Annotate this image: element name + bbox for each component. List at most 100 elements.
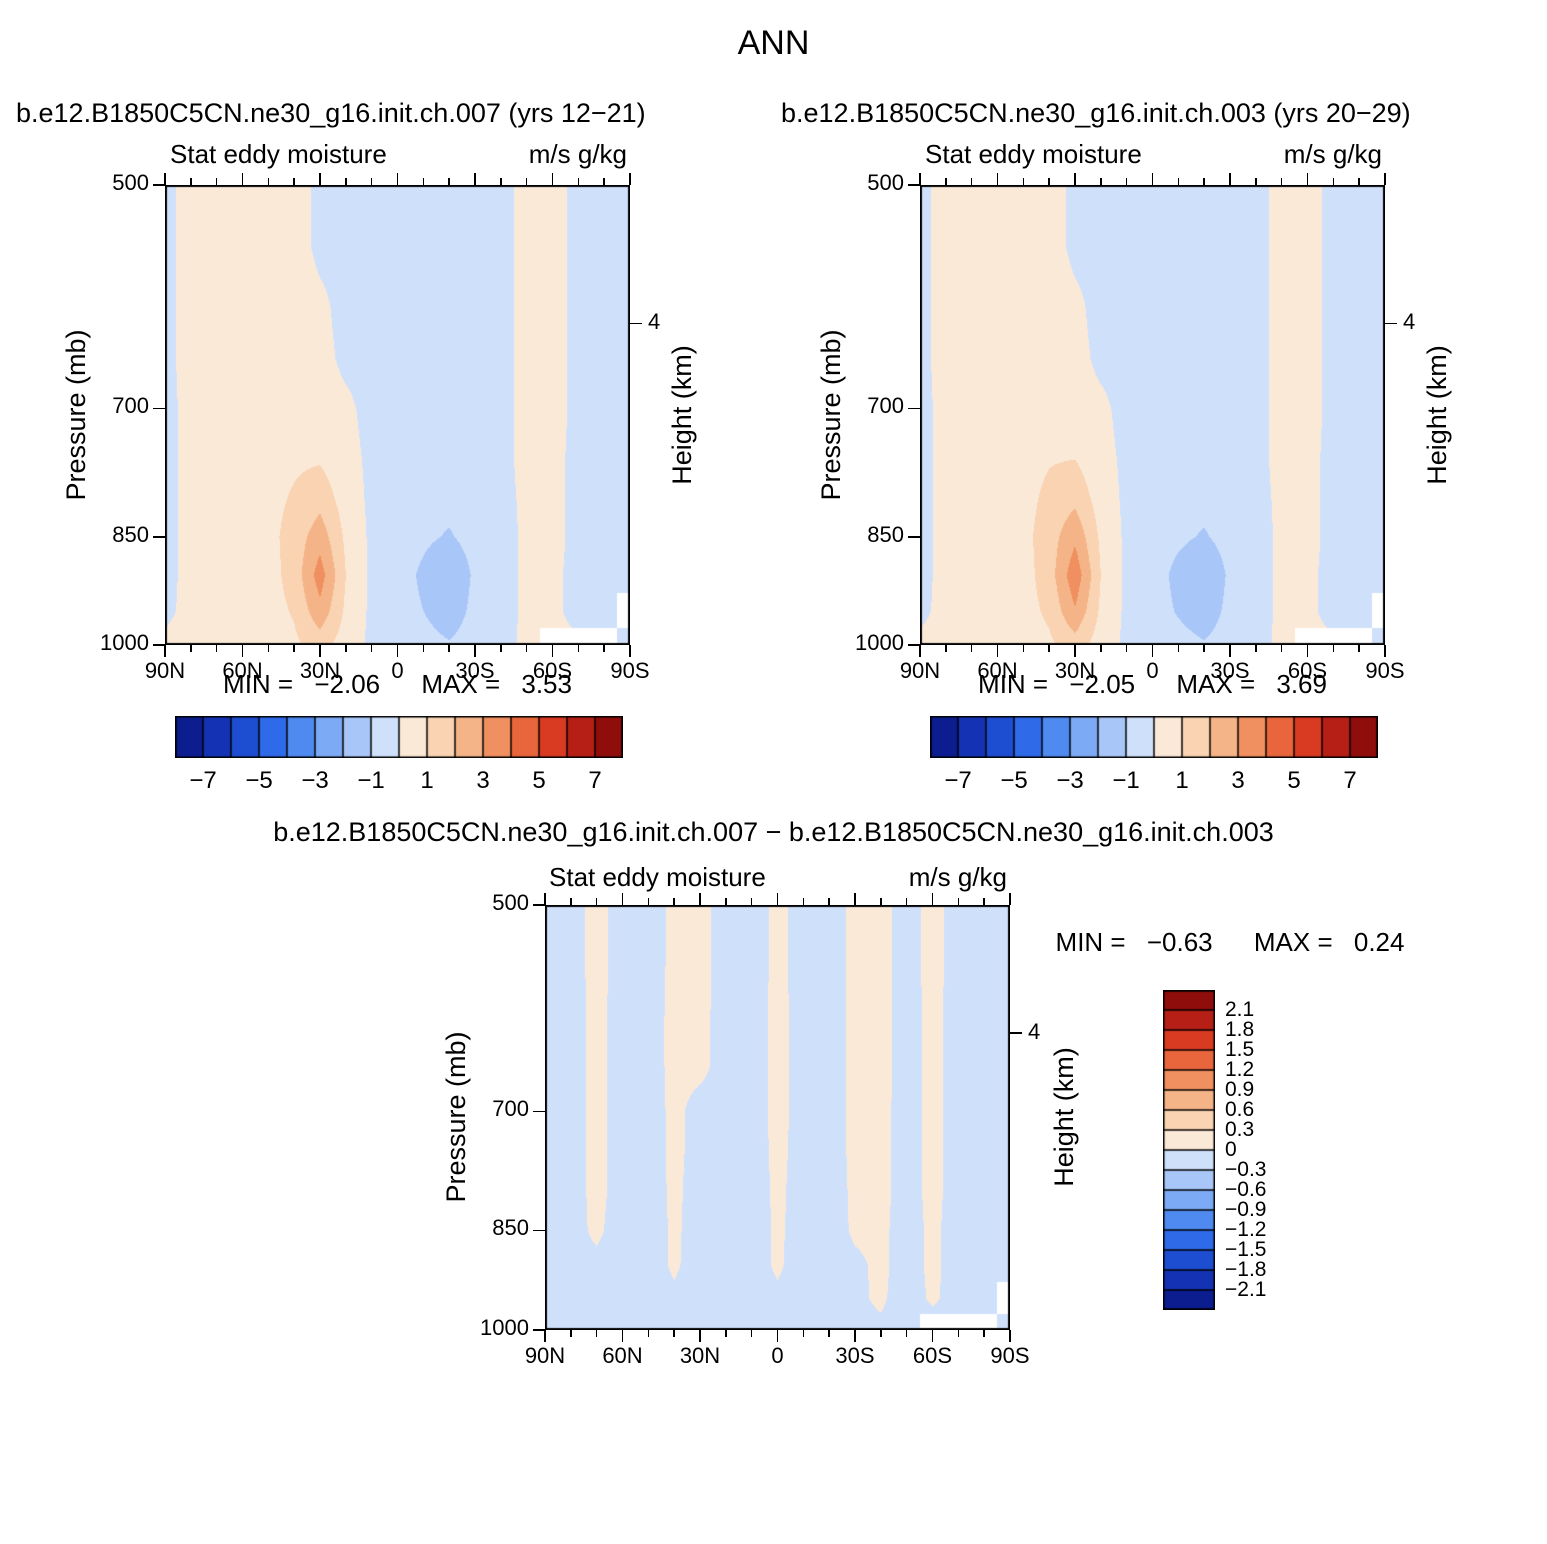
tick-mark bbox=[621, 893, 624, 905]
tick-mark bbox=[1125, 178, 1128, 185]
colorbar-label: 7 bbox=[1343, 767, 1357, 794]
colorbar-label: −7 bbox=[944, 767, 972, 794]
tick-mark bbox=[551, 173, 554, 185]
tick-mark bbox=[533, 1110, 545, 1113]
max-label: MAX = bbox=[1176, 669, 1256, 699]
colorbar-label: −1 bbox=[1112, 767, 1140, 794]
tick-mark bbox=[945, 178, 947, 185]
tick-mark bbox=[908, 407, 920, 410]
colorbar-label: 5 bbox=[1287, 767, 1301, 794]
tick-mark bbox=[1255, 645, 1257, 652]
colorbar-difference bbox=[1163, 990, 1215, 1310]
tick-mark bbox=[241, 645, 244, 657]
tick-mark bbox=[603, 178, 605, 185]
colorbar-label: −5 bbox=[245, 767, 273, 794]
tick-mark bbox=[1009, 893, 1011, 905]
tick-mark bbox=[153, 184, 165, 186]
x-tick-label: 60N bbox=[602, 1343, 643, 1368]
contour-panel-case1-canvas bbox=[165, 185, 630, 645]
colorbar-label: 3 bbox=[1231, 767, 1245, 794]
tick-mark bbox=[957, 1330, 960, 1337]
pressure-tick-label: 850 bbox=[112, 522, 149, 548]
tick-mark bbox=[370, 645, 373, 652]
tick-mark bbox=[1280, 178, 1283, 185]
tick-mark bbox=[1100, 178, 1102, 185]
tick-mark bbox=[1048, 178, 1050, 185]
tick-mark bbox=[1384, 645, 1386, 657]
tick-mark bbox=[699, 893, 701, 905]
x-tick-label: 90S bbox=[1365, 658, 1405, 683]
tick-mark bbox=[919, 645, 921, 657]
x-tick-label: 90S bbox=[990, 1343, 1030, 1368]
x-tick-label: 60N bbox=[977, 658, 1018, 683]
difference-title: b.e12.B1850C5CN.ne30_g16.init.ch.007 − b… bbox=[273, 817, 1274, 847]
tick-mark bbox=[190, 645, 192, 652]
tick-mark bbox=[319, 173, 321, 185]
tick-mark bbox=[474, 173, 476, 185]
tick-mark bbox=[629, 645, 631, 657]
contour-panel-case2-canvas bbox=[920, 185, 1385, 645]
tick-mark bbox=[345, 178, 347, 185]
tick-mark bbox=[595, 898, 598, 905]
tick-mark bbox=[153, 644, 165, 646]
pressure-tick-label: 850 bbox=[492, 1215, 529, 1241]
tick-mark bbox=[603, 645, 605, 652]
tick-mark bbox=[525, 645, 528, 652]
tick-mark bbox=[422, 178, 425, 185]
tick-mark bbox=[647, 898, 650, 905]
max-label: MAX = bbox=[421, 669, 501, 699]
tick-mark bbox=[533, 1329, 545, 1331]
panel3-height-axis-title: Height (km) bbox=[1049, 1047, 1079, 1187]
colorbar-label: 7 bbox=[588, 767, 602, 794]
colorbar-label: 0 bbox=[1225, 1138, 1237, 1161]
colorbar-label: −1.8 bbox=[1225, 1258, 1267, 1281]
tick-mark bbox=[1177, 178, 1180, 185]
colorbar-label: −0.3 bbox=[1225, 1158, 1267, 1181]
x-tick-label: 90S bbox=[610, 658, 650, 683]
tick-mark bbox=[996, 645, 999, 657]
x-tick-label: 90N bbox=[899, 658, 941, 683]
pressure-tick-label: 1000 bbox=[480, 1315, 529, 1340]
tick-mark bbox=[1022, 645, 1025, 652]
tick-mark bbox=[595, 1330, 598, 1337]
min-value: −0.63 bbox=[1146, 927, 1213, 957]
tick-mark bbox=[1203, 645, 1205, 652]
min-value: −2.05 bbox=[1069, 669, 1136, 699]
tick-mark bbox=[551, 645, 554, 657]
tick-mark bbox=[1358, 178, 1360, 185]
colorbar-case1 bbox=[175, 716, 623, 758]
tick-mark bbox=[533, 904, 545, 906]
tick-mark bbox=[1010, 1032, 1022, 1034]
tick-mark bbox=[970, 645, 973, 652]
case-title-right: b.e12.B1850C5CN.ne30_g16.init.ch.003 (yr… bbox=[781, 98, 1411, 128]
tick-mark bbox=[319, 645, 321, 657]
colorbar-label: −5 bbox=[1000, 767, 1028, 794]
tick-mark bbox=[750, 898, 753, 905]
tick-mark bbox=[908, 184, 920, 186]
panel3-field-title: Stat eddy moisture bbox=[549, 862, 766, 892]
tick-mark bbox=[919, 173, 921, 185]
pressure-tick-label: 500 bbox=[112, 170, 149, 195]
tick-mark bbox=[629, 173, 631, 185]
colorbar-label: 2.1 bbox=[1225, 998, 1255, 1021]
colorbar-label: 0.9 bbox=[1225, 1078, 1255, 1101]
tick-mark bbox=[448, 645, 450, 652]
colorbar-label: −1 bbox=[357, 767, 385, 794]
tick-mark bbox=[164, 645, 166, 657]
x-tick-label: 30N bbox=[1054, 658, 1096, 683]
pressure-tick-label: 850 bbox=[867, 522, 904, 548]
x-tick-label: 60N bbox=[222, 658, 263, 683]
tick-mark bbox=[190, 178, 192, 185]
pressure-tick-label: 500 bbox=[867, 170, 904, 195]
max-label: MAX = bbox=[1253, 927, 1333, 957]
tick-mark bbox=[570, 1330, 572, 1337]
tick-mark bbox=[544, 1330, 546, 1342]
tick-mark bbox=[1022, 178, 1025, 185]
panel1-height-axis-title: Height (km) bbox=[667, 345, 697, 485]
min-label: MIN = bbox=[978, 669, 1049, 699]
max-value: 0.24 bbox=[1353, 927, 1405, 957]
tick-mark bbox=[880, 898, 882, 905]
x-tick-label: 30S bbox=[1210, 658, 1250, 683]
x-tick-label: 0 bbox=[391, 658, 404, 683]
tick-mark bbox=[673, 898, 675, 905]
